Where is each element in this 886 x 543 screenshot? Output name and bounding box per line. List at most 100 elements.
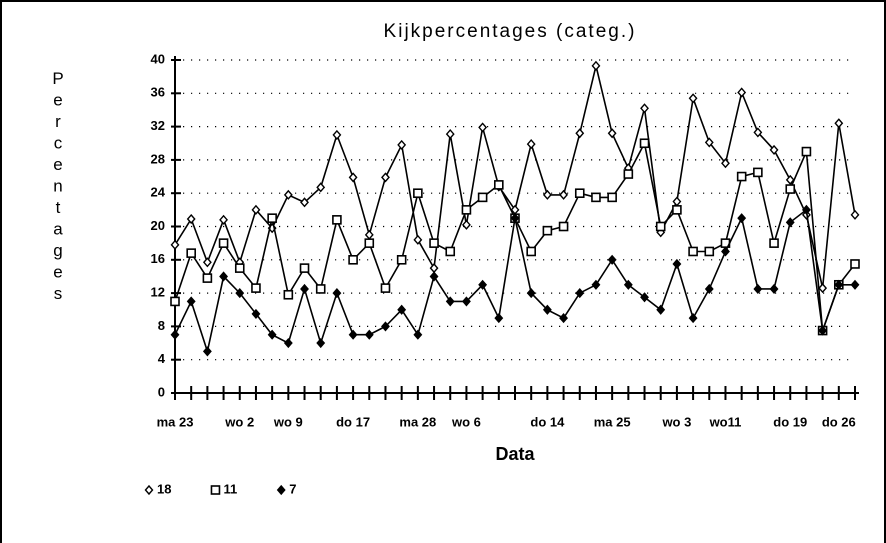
x-tick-label: wo 9 bbox=[273, 414, 303, 429]
marker bbox=[510, 213, 520, 224]
x-tick-label: wo 2 bbox=[224, 414, 254, 429]
x-tick-label: wo11 bbox=[709, 414, 742, 429]
marker bbox=[364, 238, 375, 248]
marker bbox=[477, 192, 488, 203]
marker bbox=[801, 146, 812, 157]
marker bbox=[348, 329, 358, 340]
series-line bbox=[174, 140, 856, 331]
marker bbox=[251, 204, 261, 215]
marker bbox=[704, 283, 714, 295]
marker bbox=[591, 192, 601, 203]
marker bbox=[672, 205, 682, 215]
marker bbox=[332, 129, 342, 140]
marker bbox=[315, 284, 326, 294]
marker bbox=[267, 329, 277, 340]
marker bbox=[413, 188, 423, 198]
marker bbox=[397, 139, 407, 150]
marker bbox=[397, 304, 407, 315]
marker bbox=[559, 189, 569, 200]
legend-label: 11 bbox=[223, 481, 237, 496]
marker bbox=[655, 221, 666, 232]
marker bbox=[445, 296, 455, 307]
marker bbox=[332, 215, 342, 225]
marker bbox=[186, 213, 196, 225]
marker bbox=[332, 288, 342, 299]
marker bbox=[834, 279, 844, 290]
marker bbox=[348, 172, 358, 183]
marker bbox=[381, 172, 390, 183]
marker bbox=[461, 219, 471, 230]
marker bbox=[834, 118, 844, 129]
legend-label: 7 bbox=[289, 481, 296, 496]
marker bbox=[753, 127, 763, 138]
y-tick-label: 4 bbox=[158, 351, 166, 366]
marker bbox=[607, 254, 617, 265]
marker bbox=[202, 346, 212, 357]
marker bbox=[445, 246, 456, 257]
x-tick-label: do 17 bbox=[336, 414, 370, 429]
marker bbox=[445, 129, 455, 140]
marker bbox=[704, 246, 715, 257]
x-tick-label: do 14 bbox=[530, 414, 565, 429]
marker bbox=[575, 128, 585, 139]
x-tick-label: wo 6 bbox=[451, 414, 481, 429]
marker bbox=[656, 304, 666, 315]
marker bbox=[429, 238, 439, 248]
y-tick-label: 0 bbox=[158, 384, 165, 399]
marker bbox=[494, 180, 504, 190]
marker bbox=[396, 255, 407, 265]
x-tick-label: ma 28 bbox=[399, 414, 436, 429]
marker bbox=[283, 189, 293, 200]
marker bbox=[478, 279, 488, 290]
marker bbox=[283, 289, 294, 300]
marker bbox=[575, 288, 585, 299]
y-tick-label: 24 bbox=[151, 185, 166, 200]
marker bbox=[704, 137, 714, 148]
marker bbox=[737, 213, 747, 224]
marker bbox=[381, 321, 390, 332]
y-tick-label: 12 bbox=[151, 285, 165, 300]
marker bbox=[574, 188, 585, 198]
marker bbox=[413, 234, 423, 245]
marker bbox=[144, 484, 154, 496]
marker bbox=[736, 171, 747, 182]
marker bbox=[640, 103, 649, 114]
marker bbox=[623, 169, 634, 179]
x-tick-label: do 26 bbox=[822, 414, 856, 429]
x-axis-label: Data bbox=[495, 444, 535, 464]
marker bbox=[218, 238, 229, 248]
marker bbox=[300, 197, 309, 208]
marker bbox=[753, 283, 763, 295]
marker bbox=[283, 337, 293, 349]
marker bbox=[818, 325, 828, 336]
marker bbox=[542, 304, 552, 315]
marker bbox=[753, 167, 763, 178]
marker bbox=[364, 329, 374, 340]
y-tick-label: 16 bbox=[151, 251, 165, 266]
marker bbox=[769, 238, 779, 248]
marker bbox=[348, 255, 358, 265]
marker bbox=[672, 258, 682, 270]
series-line bbox=[174, 65, 856, 289]
y-tick-label: 40 bbox=[151, 51, 165, 66]
marker bbox=[688, 246, 698, 257]
marker bbox=[186, 296, 196, 307]
y-tick-label: 36 bbox=[151, 85, 165, 100]
marker bbox=[316, 337, 326, 349]
marker bbox=[267, 213, 277, 223]
marker bbox=[526, 139, 536, 150]
marker bbox=[316, 182, 326, 193]
marker bbox=[202, 257, 212, 268]
chart-title: Kijkpercentages (categ.) bbox=[384, 21, 637, 42]
marker bbox=[364, 229, 374, 240]
series-line bbox=[174, 208, 855, 355]
marker bbox=[721, 158, 730, 169]
marker bbox=[769, 144, 779, 155]
marker bbox=[202, 273, 213, 283]
marker bbox=[850, 259, 860, 269]
marker bbox=[818, 283, 828, 294]
marker bbox=[623, 279, 633, 290]
